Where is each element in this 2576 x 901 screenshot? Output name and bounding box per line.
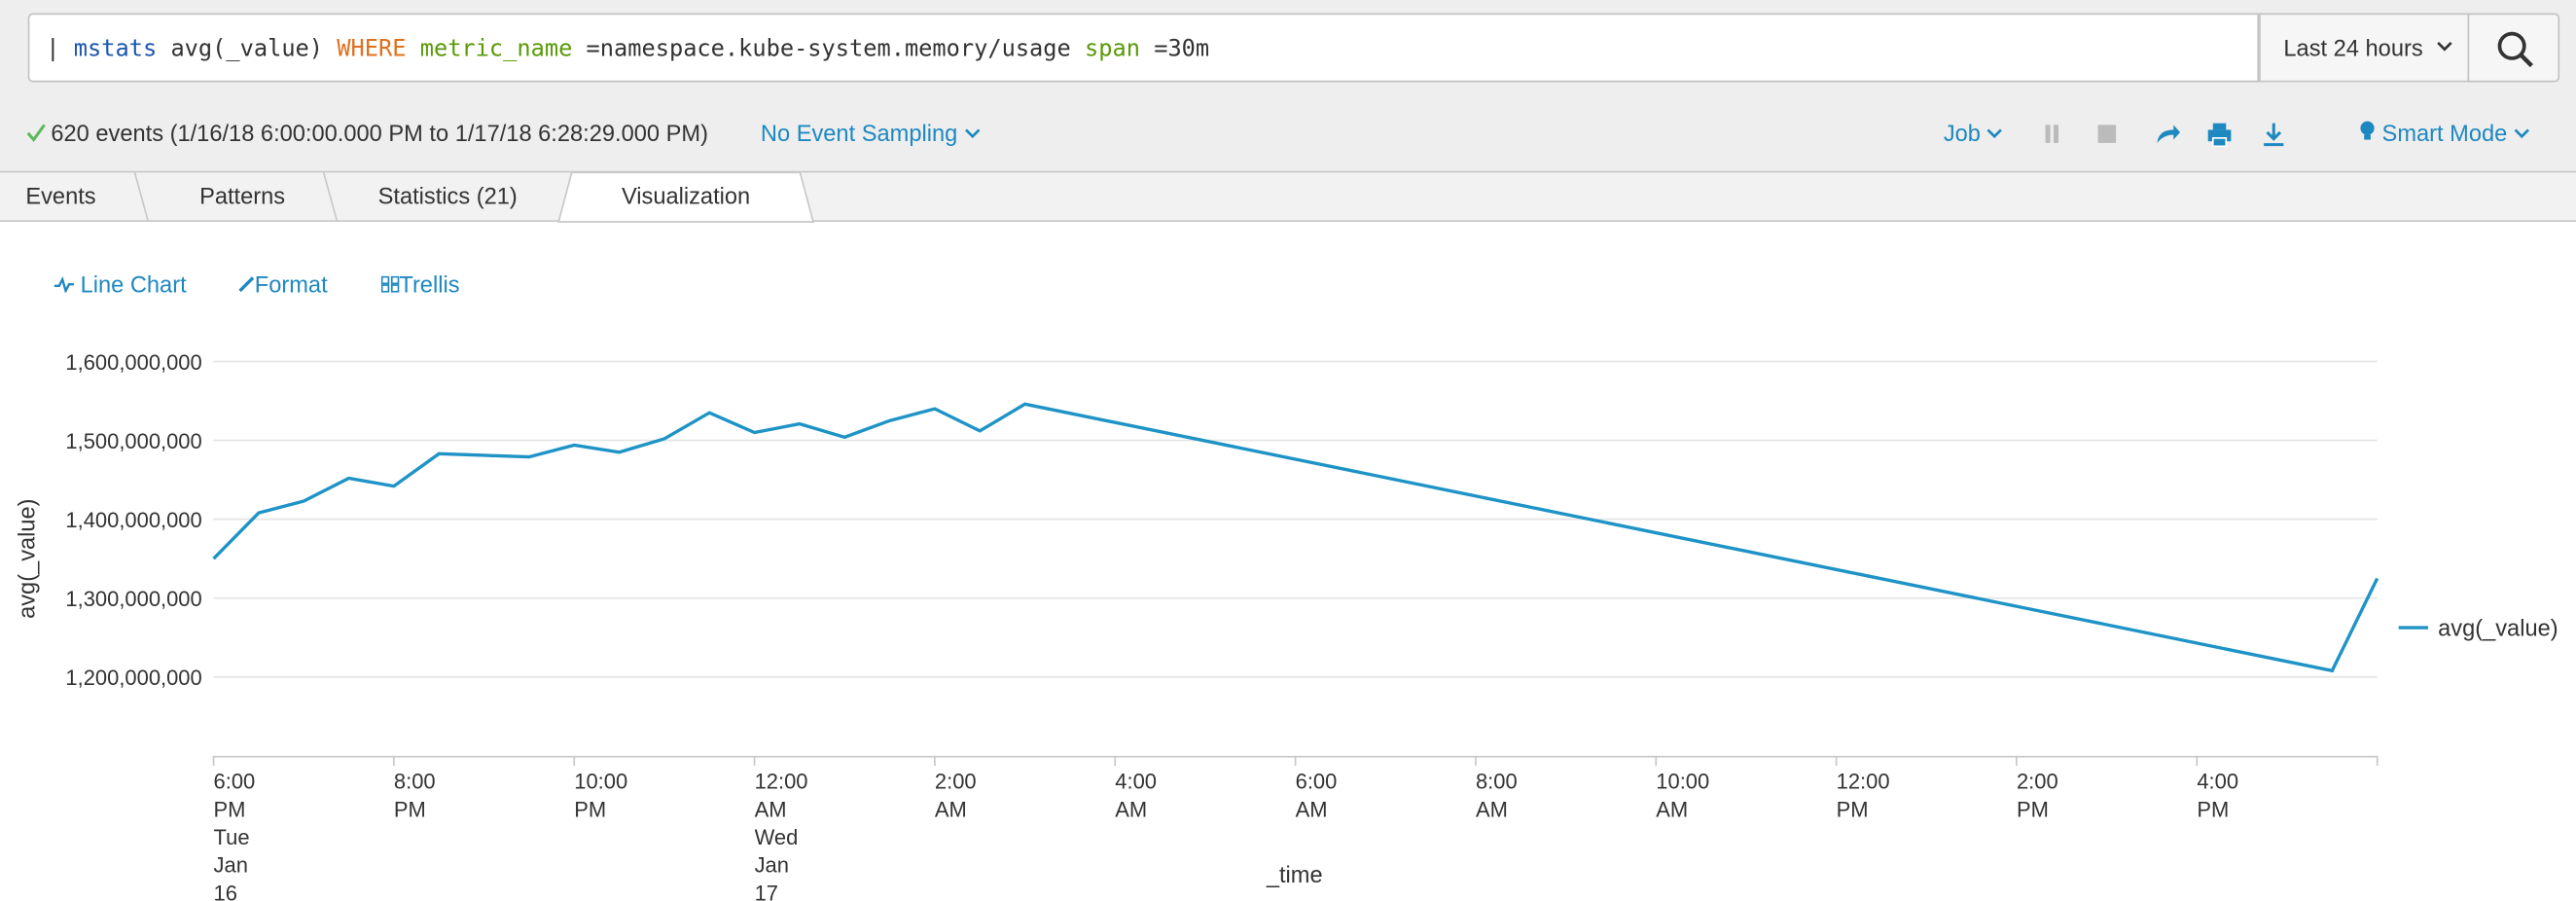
search-mode-label: Smart Mode	[2381, 120, 2508, 147]
chevron-icon	[2437, 41, 2452, 52]
query-token: WHERE	[337, 36, 407, 63]
search-input[interactable]: | mstats avg(_value) WHERE metric_name =…	[27, 13, 2260, 83]
job-controls	[2045, 123, 2284, 148]
job-menu[interactable]: Job	[1944, 119, 2004, 148]
check-icon	[26, 124, 46, 142]
y-tick-label: 1,400,000,000	[65, 508, 201, 532]
x-tick-label: 8:00 AM	[1475, 769, 1518, 822]
query-token: |	[46, 36, 60, 63]
query-token: span	[1085, 36, 1140, 63]
chevron-icon	[964, 128, 981, 139]
event-sampling[interactable]: No Event Sampling	[761, 119, 981, 148]
export-button[interactable]	[2264, 123, 2284, 147]
y-axis-title: avg(_value)	[15, 498, 40, 618]
x-tick-label: 12:00 PM	[1836, 769, 1890, 822]
trellis-menu[interactable]: Trellis	[380, 270, 460, 299]
brush-icon	[238, 276, 255, 293]
x-tick-label: 6:00 AM	[1295, 769, 1338, 822]
menu-label: Trellis	[399, 270, 460, 298]
viz-type-menu[interactable]: Line Chart	[54, 270, 187, 299]
x-tick-label: 6:00 PM Tue Jan 16 2018	[213, 769, 256, 901]
bulb-icon	[2360, 121, 2375, 140]
search-icon	[2497, 31, 2533, 68]
x-tick-label: 2:00 PM	[2016, 769, 2058, 822]
tab-divider	[133, 172, 149, 221]
tab-divider	[322, 172, 339, 221]
x-tick-label: 4:00 PM	[2197, 769, 2239, 822]
x-tick-label: 4:00 AM	[1115, 769, 1158, 822]
tab-label[interactable]: Events	[25, 184, 95, 209]
search-button[interactable]	[2467, 13, 2560, 83]
y-tick-label: 1,500,000,000	[65, 429, 201, 453]
event-count: 620 events (1/16/18 6:00:00.000 PM to 1/…	[51, 120, 708, 147]
x-tick-label: 2:00 AM	[934, 769, 977, 822]
data-line	[212, 402, 2379, 673]
tab-label[interactable]: Patterns	[199, 184, 285, 209]
trellis-icon	[380, 275, 400, 293]
menu-label: Line Chart	[80, 270, 187, 298]
event-sampling-label: No Event Sampling	[760, 120, 958, 147]
chevron-icon	[1987, 128, 2003, 139]
tab-strip: Events Patterns Statistics (21) Visualizati…	[0, 170, 2576, 223]
pause-button[interactable]	[2045, 125, 2059, 143]
x-tick-label: 8:00 PM	[393, 769, 436, 822]
tab-label[interactable]: Statistics (21)	[378, 184, 518, 209]
query-token: avg(_value)	[170, 36, 324, 63]
job-label: Job	[1943, 120, 1981, 147]
tab-strip-bg	[0, 170, 2576, 221]
x-axis-title: _time	[1266, 863, 1323, 888]
x-tick-label: 10:00 PM	[574, 769, 628, 822]
query-token: =namespace.kube-system.memory/usage	[586, 36, 1071, 63]
stop-button[interactable]	[2097, 125, 2117, 143]
query-token: metric_name	[419, 36, 573, 63]
format-menu[interactable]: Format	[238, 270, 328, 299]
tab-label[interactable]: Visualization	[622, 184, 750, 209]
legend-label[interactable]: avg(_value)	[2438, 617, 2558, 642]
y-tick-label: 1,200,000,000	[65, 666, 201, 690]
x-tick-label: 12:00 AM Wed Jan 17	[754, 769, 808, 901]
print-button[interactable]	[2207, 123, 2232, 148]
x-tick-label: 10:00 AM	[1656, 769, 1710, 822]
query-token: mstats	[73, 36, 158, 63]
query-token: =30m	[1154, 36, 1210, 63]
search-bar-area: | mstats avg(_value) WHERE metric_name =…	[0, 0, 2576, 171]
time-range-picker[interactable]: Last 24 hours	[2259, 13, 2470, 83]
chevron-icon	[2514, 128, 2530, 139]
time-range-label: Last 24 hours	[2283, 34, 2423, 61]
menu-label: Format	[254, 270, 328, 298]
share-button[interactable]	[2157, 125, 2181, 143]
active-tab[interactable]	[557, 171, 815, 223]
search-mode[interactable]: Smart Mode	[2359, 119, 2530, 148]
y-tick-label: 1,600,000,000	[65, 350, 201, 375]
y-tick-label: 1,300,000,000	[65, 587, 201, 611]
line-chart-icon	[54, 275, 74, 295]
